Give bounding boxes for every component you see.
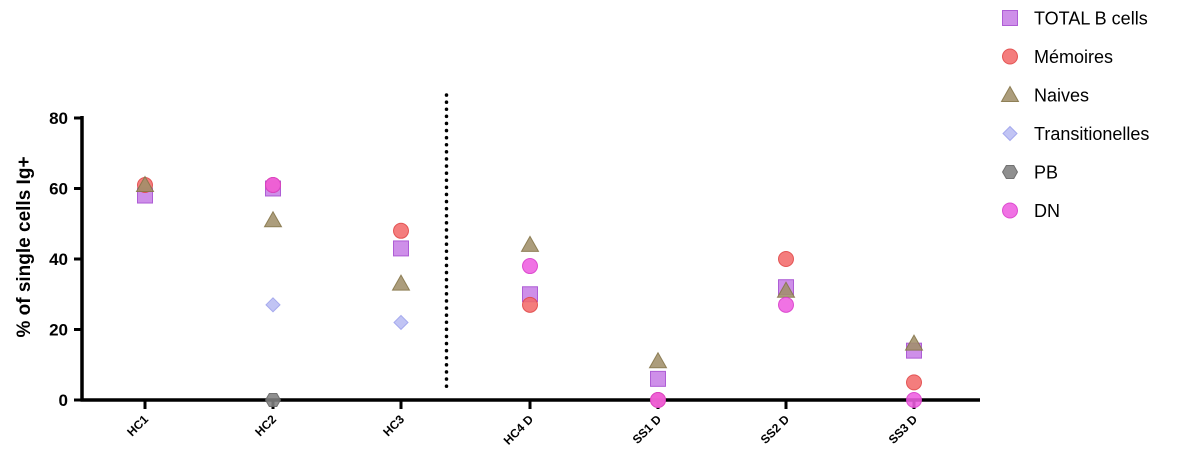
data-point: [522, 296, 538, 313]
legend-item: PB: [1001, 163, 1058, 183]
data-point: [648, 351, 668, 369]
legend-item: DN: [1002, 201, 1060, 221]
legend-label: Transitionelles: [1034, 124, 1149, 144]
data-point: [650, 392, 666, 408]
data-point: [906, 374, 922, 391]
x-tick-label: HC2: [252, 412, 279, 439]
legend-marker: [1001, 165, 1019, 179]
x-tick-label: SS3 D: [886, 412, 921, 447]
data-point: [393, 240, 409, 257]
legend-label: TOTAL B cells: [1034, 9, 1148, 29]
legend-marker: [1002, 125, 1018, 142]
data-point: [906, 392, 922, 408]
x-tick-label: HC1: [124, 412, 151, 439]
legend-marker: [1000, 85, 1020, 102]
legend-marker: [1002, 202, 1018, 219]
legend-item: Transitionelles: [1002, 124, 1149, 144]
legend-item: Mémoires: [1002, 47, 1113, 67]
y-tick-label: 20: [49, 321, 68, 340]
data-point: [135, 175, 155, 192]
series-0: [137, 180, 922, 387]
x-tick-label: SS2 D: [758, 412, 793, 447]
data-point: [522, 258, 538, 275]
data-point: [904, 334, 924, 351]
series-4: [264, 393, 282, 407]
legend-label: Naives: [1034, 86, 1089, 106]
data-point: [264, 393, 282, 407]
data-point: [265, 176, 281, 193]
legend-item: Naives: [1000, 85, 1089, 106]
data-point: [265, 297, 281, 313]
y-tick-label: 60: [49, 180, 68, 199]
series-3: [265, 297, 409, 331]
data-point: [650, 370, 666, 387]
legend-item: TOTAL B cells: [1002, 9, 1148, 29]
y-tick-label: 80: [49, 109, 68, 128]
series-5: [265, 176, 922, 408]
legend-marker: [1002, 10, 1018, 26]
y-axis-title: % of single cells Ig+: [14, 156, 35, 337]
y-tick-label: 0: [59, 391, 68, 410]
data-point: [778, 296, 794, 313]
series-2: [135, 175, 924, 369]
data-point: [393, 314, 409, 331]
data-point: [391, 274, 411, 291]
data-point: [778, 251, 794, 267]
x-tick-label: HC3: [380, 412, 407, 439]
data-point: [520, 235, 540, 252]
legend-label: PB: [1034, 163, 1058, 183]
data-point: [263, 210, 283, 228]
x-tick-label: SS1 D: [630, 412, 665, 447]
legend-marker: [1002, 48, 1018, 65]
legend-label: DN: [1034, 201, 1060, 221]
x-tick-label: HC4 D: [501, 412, 537, 448]
y-tick-label: 40: [49, 250, 68, 269]
data-point: [393, 222, 409, 239]
legend-label: Mémoires: [1034, 47, 1113, 67]
